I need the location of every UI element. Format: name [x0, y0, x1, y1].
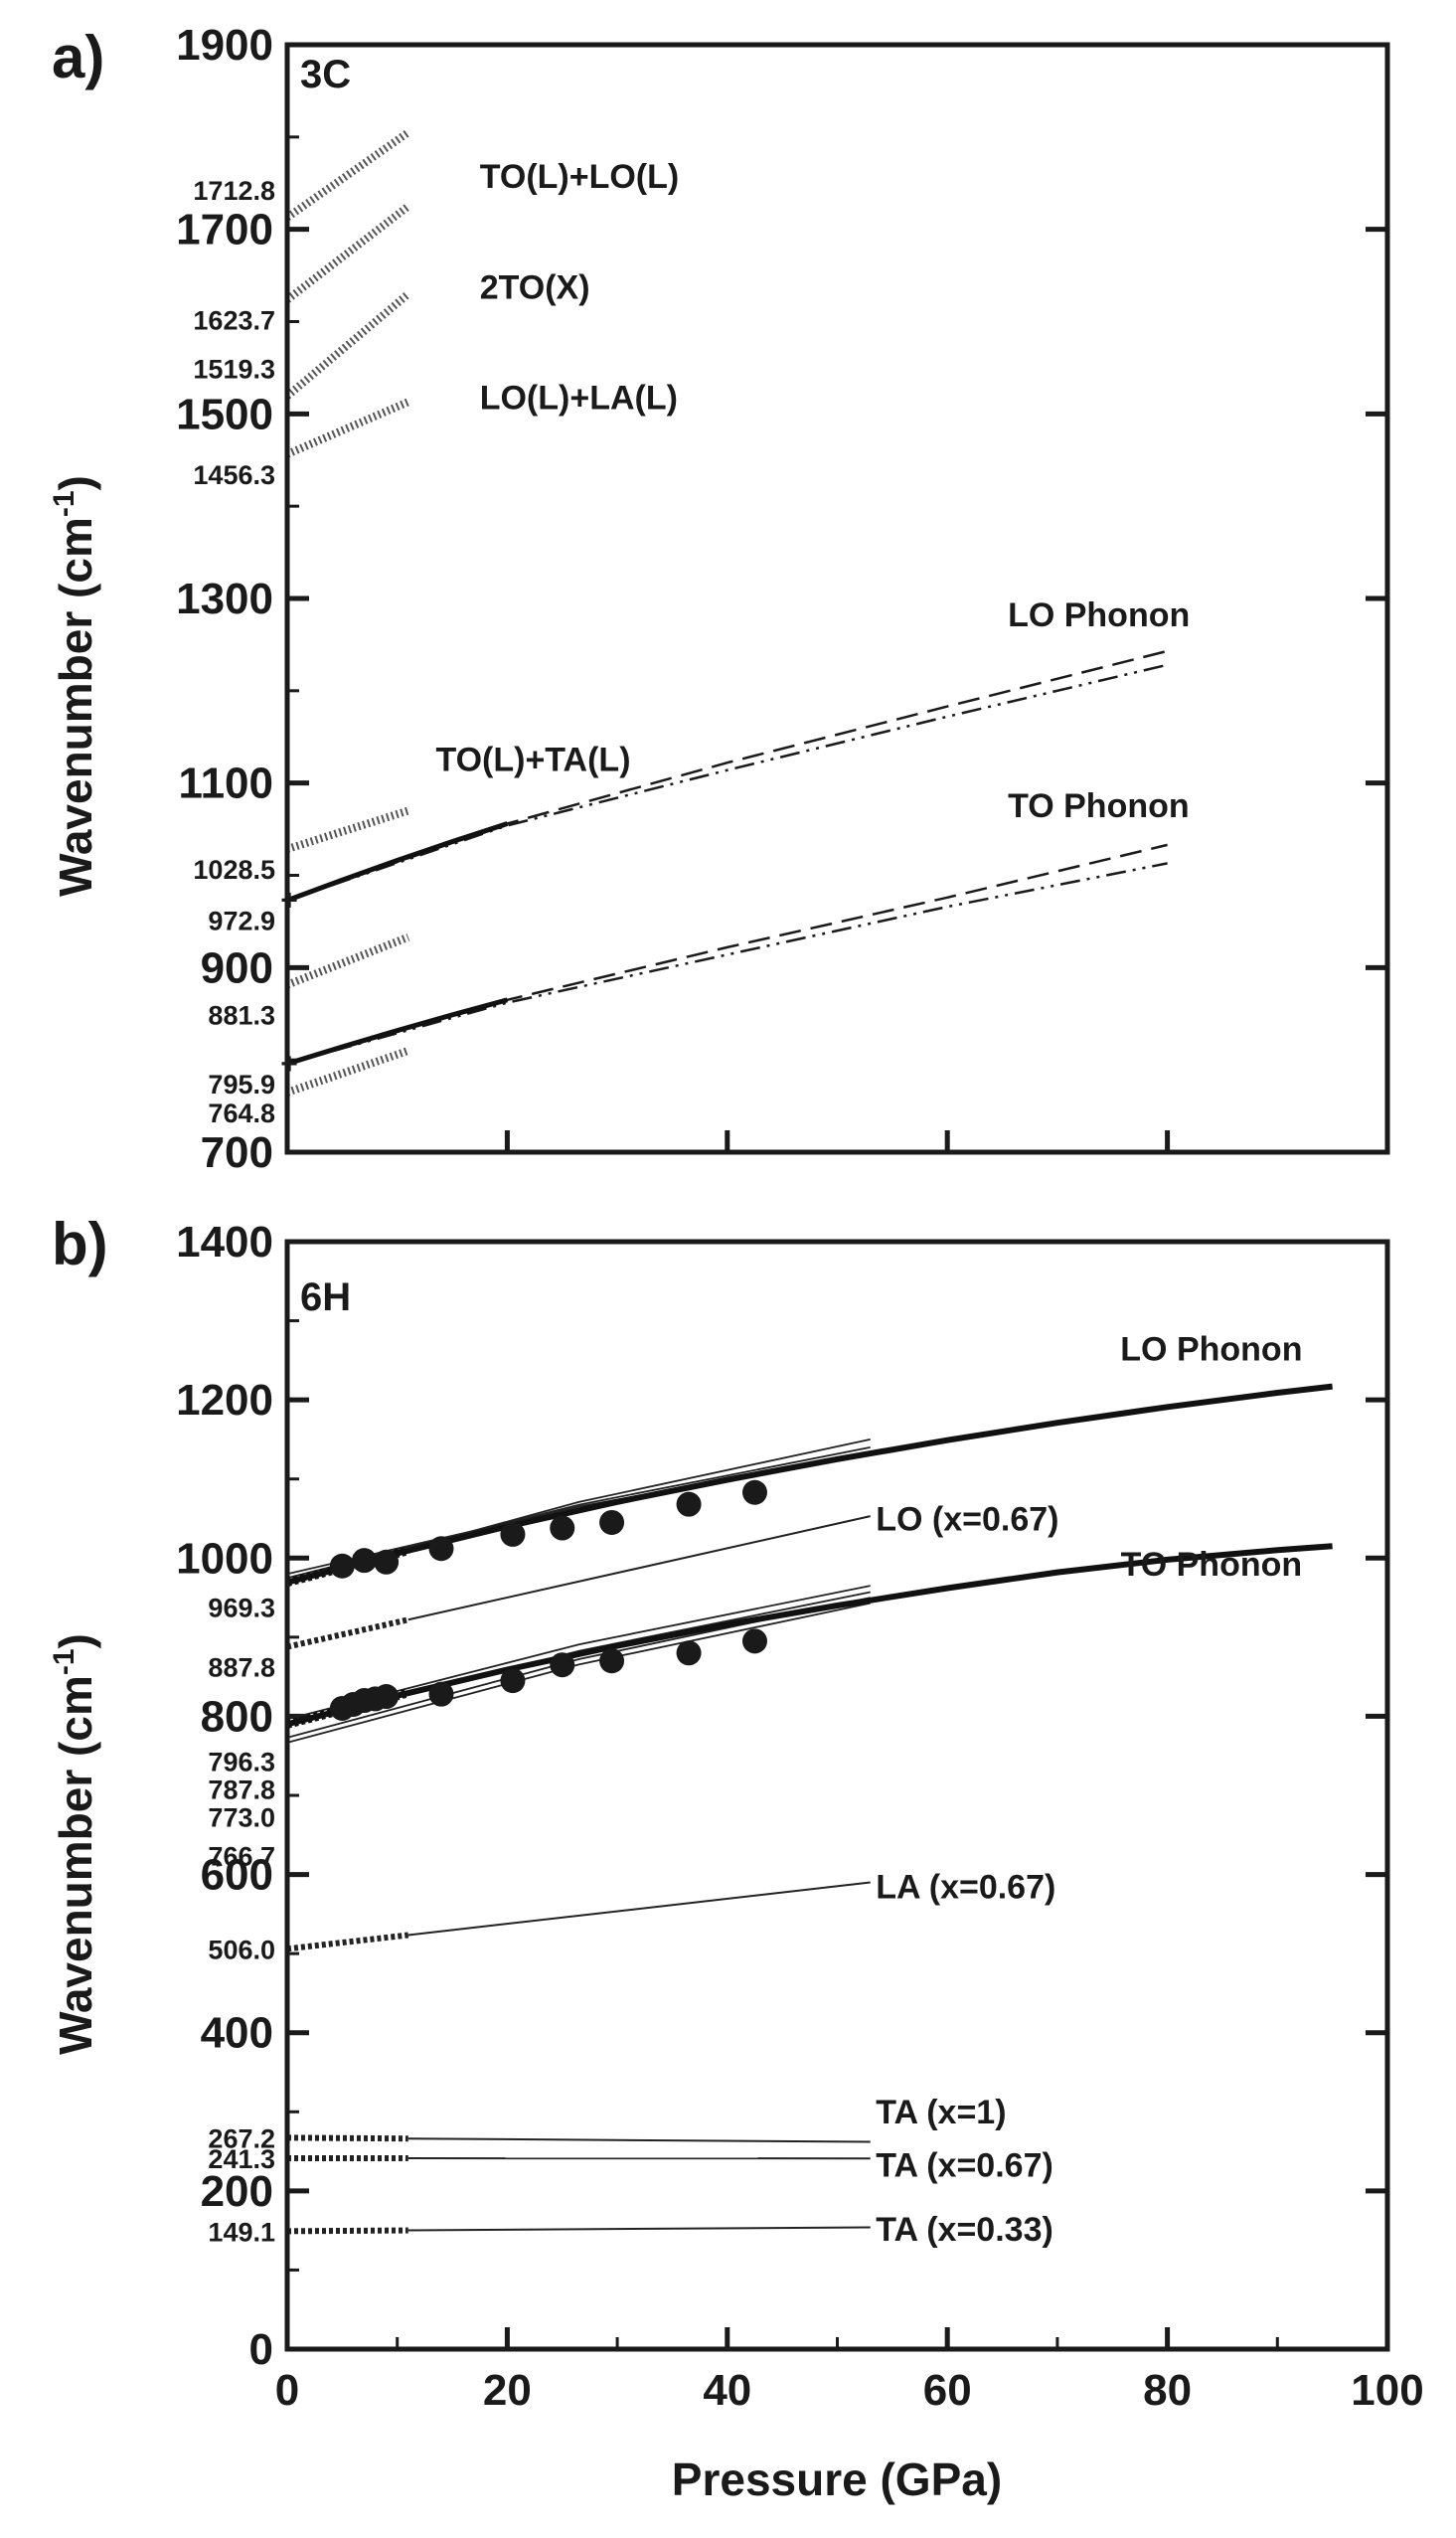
panel-b-xtick-label: 40 — [703, 2366, 751, 2415]
x-axis-title: Pressure (GPa) — [672, 2453, 1002, 2505]
panel-b-letter: b) — [52, 1211, 108, 1277]
panel-b-xtick-label: 20 — [483, 2366, 532, 2415]
panel-a-value-annotation: 1519.3 — [193, 354, 275, 384]
panel-b-value-annotation: 766.7 — [208, 1841, 275, 1871]
panel-a-ytick-label: 1500 — [176, 390, 273, 438]
panel-a-value-annotation: 881.3 — [208, 1001, 275, 1031]
panel-b-ylabel: Wavenumber (cm-1) — [48, 1633, 101, 2055]
panel-a-ytick-label: 1300 — [176, 575, 273, 623]
panel-b-curve-label: LO Phonon — [1120, 1330, 1302, 1368]
panel-b-curve-label: LO (x=0.67) — [876, 1500, 1058, 1538]
panel-a-ytick-label: 1100 — [179, 760, 273, 808]
panel-b-data-point — [677, 1492, 702, 1517]
panel-a-value-annotation: 1456.3 — [193, 460, 275, 490]
panel-b-value-annotation: 241.3 — [208, 2144, 275, 2174]
panel-a-ytick-label: 1900 — [176, 21, 273, 70]
panel-b-ytick-label: 1200 — [176, 1376, 273, 1425]
panel-b-data-point — [742, 1480, 767, 1505]
panel-b-data-point — [550, 1516, 574, 1541]
panel-b-value-annotation: 887.8 — [208, 1653, 275, 1683]
panel-b-data-point — [374, 1550, 399, 1575]
panel-b-ytick-label: 1400 — [176, 1218, 273, 1267]
panel-b-data-point — [330, 1554, 355, 1579]
panel-b-value-annotation: 796.3 — [208, 1747, 275, 1777]
panel-a-polytype: 3C — [300, 53, 351, 96]
panel-b-ytick-label: 400 — [201, 2009, 273, 2058]
panel-b-data-point — [677, 1640, 702, 1665]
panel-b-polytype: 6H — [300, 1275, 351, 1319]
panel-a-curve-label: LO(L)+LA(L) — [480, 380, 678, 418]
panel-a-ytick-label: 1700 — [176, 206, 273, 254]
panel-b-data-point — [352, 1548, 377, 1573]
panel-a-value-annotation: 1028.5 — [193, 855, 275, 885]
panel-b-xtick-label: 100 — [1351, 2366, 1423, 2415]
panel-a-letter: a) — [52, 24, 104, 90]
panel-b-data-point — [500, 1668, 525, 1693]
panel-b-ytick-label: 200 — [201, 2167, 273, 2216]
panel-b-curve-label: TA (x=0.67) — [876, 2147, 1053, 2185]
panel-a-ytick-label: 700 — [201, 1128, 273, 1177]
panel-b-value-annotation: 969.3 — [208, 1594, 275, 1623]
panel-a-curve-label: LO Phonon — [1008, 596, 1190, 634]
panel-b-value-annotation: 787.8 — [208, 1775, 275, 1804]
panel-b-ytick-label: 0 — [249, 2325, 273, 2374]
panel-a-value-annotation: 972.9 — [208, 907, 275, 936]
panel-b-data-point — [428, 1682, 453, 1707]
panel-a-value-annotation: 795.9 — [208, 1070, 275, 1100]
panel-a-ytick-label: 900 — [201, 943, 273, 992]
panel-b-ytick-label: 800 — [201, 1692, 273, 1741]
panel-b-data-point — [742, 1628, 767, 1653]
panel-b-value-annotation: 506.0 — [208, 1935, 275, 1964]
panel-a-ylabel: Wavenumber (cm-1) — [48, 475, 101, 897]
panel-a-curve-label: 2TO(X) — [480, 268, 590, 306]
panel-b-curve-label: TO Phonon — [1121, 1546, 1303, 1584]
panel-b-xtick-label: 0 — [275, 2366, 299, 2415]
panel-b-data-point — [374, 1684, 399, 1709]
panel-a-value-annotation: 1623.7 — [193, 305, 275, 335]
panel-b-data-point — [428, 1536, 453, 1561]
panel-b-curve-label: LA (x=0.67) — [876, 1868, 1055, 1906]
panel-b-ytick-label: 1000 — [176, 1534, 273, 1583]
panel-b-data-point — [550, 1652, 574, 1677]
panel-b-xtick-label: 80 — [1143, 2366, 1192, 2415]
panel-b-data-point — [500, 1522, 525, 1547]
panel-a-curve-label: TO Phonon — [1008, 787, 1190, 825]
panel-b-xtick-label: 60 — [923, 2366, 972, 2415]
panel-a-value-annotation: 1712.8 — [193, 176, 275, 206]
panel-b-curve-label: TA (x=0.33) — [876, 2211, 1053, 2249]
panel-b-value-annotation: 773.0 — [208, 1802, 275, 1832]
panel-b-value-annotation: 149.1 — [208, 2217, 275, 2247]
panel-b-data-point — [599, 1648, 624, 1673]
panel-b-curve-label: TA (x=1) — [876, 2094, 1006, 2131]
panel-a-curve-label: TO(L)+LO(L) — [480, 158, 679, 196]
panel-a-value-annotation: 764.8 — [208, 1099, 275, 1128]
panel-b-data-point — [599, 1510, 624, 1535]
panel-a-curve-label: TO(L)+TA(L) — [435, 742, 630, 779]
